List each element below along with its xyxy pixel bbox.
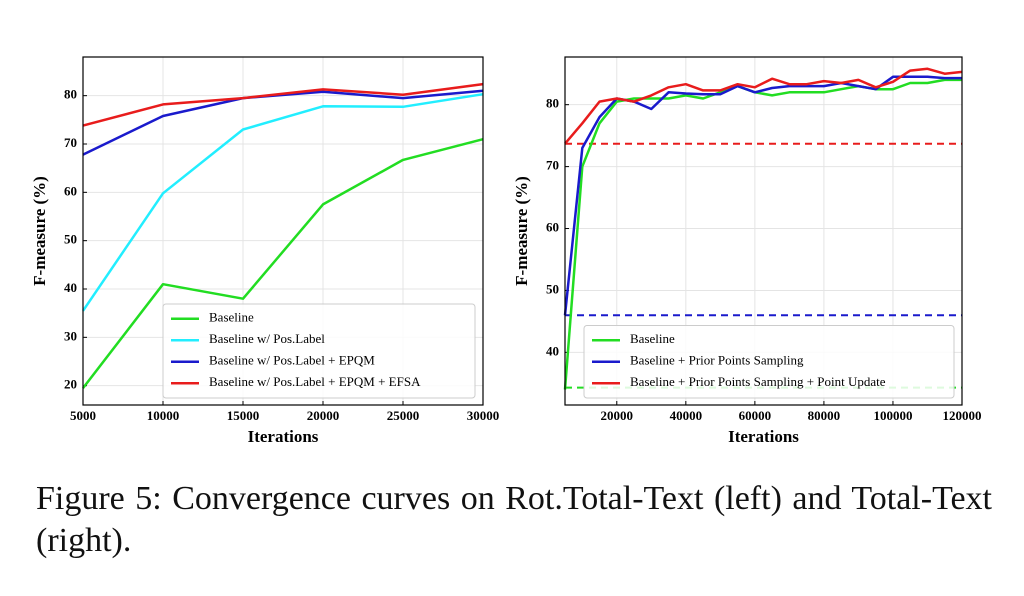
x-tick-label: 40000 bbox=[670, 408, 703, 423]
series-line bbox=[82, 82, 484, 127]
x-tick-label: 30000 bbox=[467, 408, 500, 423]
x-tick-label: 25000 bbox=[387, 408, 420, 423]
y-tick-label: 70 bbox=[546, 158, 559, 173]
y-tick-label: 30 bbox=[64, 328, 77, 343]
legend-box bbox=[162, 303, 476, 399]
legend-box bbox=[583, 325, 955, 399]
y-tick-label: 80 bbox=[546, 96, 559, 111]
series-line bbox=[81, 92, 484, 312]
series-line bbox=[82, 89, 484, 156]
legend: Baseline Baseline + Prior Points Sampling… bbox=[583, 325, 955, 399]
plot-frame bbox=[82, 56, 484, 406]
y-tick-label: 80 bbox=[64, 87, 77, 102]
y-tick-label: 20 bbox=[64, 377, 77, 392]
series-line bbox=[82, 137, 484, 389]
x-tick-label: 80000 bbox=[808, 408, 841, 423]
y-axis-label: F-measure (%) bbox=[30, 176, 49, 286]
x-tick-label: 100000 bbox=[873, 408, 912, 423]
legend-label: Baseline w/ Pos.Label + EPQM + EFSA bbox=[209, 374, 421, 389]
plot-frame bbox=[564, 56, 963, 406]
y-tick-label: 50 bbox=[64, 232, 77, 247]
series-line bbox=[563, 78, 962, 390]
y-tick-label: 70 bbox=[64, 135, 77, 150]
y-axis-label: F-measure (%) bbox=[512, 176, 531, 286]
x-tick-label: 20000 bbox=[601, 408, 634, 423]
x-axis-label: Iterations bbox=[728, 427, 799, 446]
legend-label: Baseline bbox=[209, 310, 254, 325]
y-tick-label: 40 bbox=[64, 280, 77, 295]
x-tick-label: 10000 bbox=[147, 408, 180, 423]
y-tick-label: 50 bbox=[546, 281, 559, 296]
x-tick-label: 20000 bbox=[307, 408, 340, 423]
x-tick-label: 15000 bbox=[227, 408, 260, 423]
series-line bbox=[564, 67, 963, 145]
y-tick-label: 60 bbox=[64, 183, 77, 198]
legend-label: Baseline + Prior Points Sampling + Point… bbox=[630, 374, 886, 389]
caption: Figure 5: Convergence curves on Rot.Tota… bbox=[36, 480, 992, 559]
y-tick-label: 40 bbox=[546, 343, 559, 358]
legend-label: Baseline w/ Pos.Label + EPQM bbox=[209, 353, 375, 368]
x-tick-label: 5000 bbox=[70, 408, 96, 423]
legend-label: Baseline bbox=[630, 331, 675, 346]
x-tick-label: 60000 bbox=[739, 408, 772, 423]
legend: Baseline Baseline w/ Pos.Label Baseline w/… bbox=[162, 303, 476, 399]
series-line bbox=[563, 75, 962, 316]
figure: 20 30 40 50 60 70 80 5000 10000 15000 20000 25000 30… bbox=[30, 56, 982, 446]
y-tick-label: 60 bbox=[546, 220, 559, 235]
x-tick-label: 120000 bbox=[943, 408, 982, 423]
x-axis-label: Iterations bbox=[248, 427, 319, 446]
legend-label: Baseline w/ Pos.Label bbox=[209, 331, 325, 346]
legend-label: Baseline + Prior Points Sampling bbox=[630, 353, 804, 368]
